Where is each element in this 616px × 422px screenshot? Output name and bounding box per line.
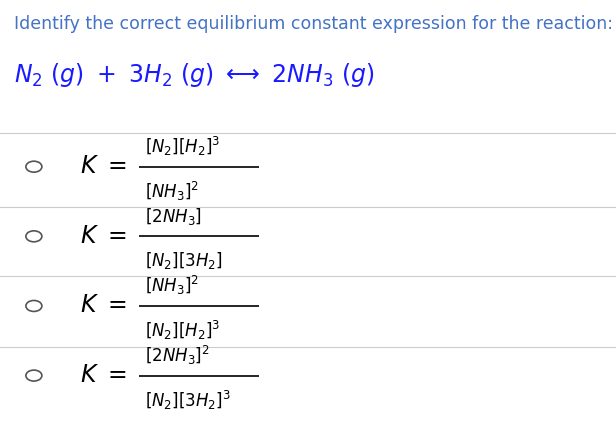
Text: $[N_2][3H_2]$: $[N_2][3H_2]$ [145,250,222,271]
Text: $[N_2][3H_2]^3$: $[N_2][3H_2]^3$ [145,389,230,411]
Text: $\mathit{K}\ =$: $\mathit{K}\ =$ [80,295,127,317]
Text: Identify the correct equilibrium constant expression for the reaction:: Identify the correct equilibrium constan… [14,15,612,33]
Text: $\mathit{K}\ =$: $\mathit{K}\ =$ [80,155,127,178]
Text: $[NH_3]^2$: $[NH_3]^2$ [145,274,199,297]
Text: $N_2\ (g)\ +\ 3H_2\ (g)\ \longleftrightarrow\ 2NH_3\ (g)$: $N_2\ (g)\ +\ 3H_2\ (g)\ \longleftrighta… [14,61,374,89]
Text: $[N_2][H_2]^3$: $[N_2][H_2]^3$ [145,319,220,342]
Text: $\mathit{K}\ =$: $\mathit{K}\ =$ [80,364,127,387]
Text: $[NH_3]^2$: $[NH_3]^2$ [145,180,199,203]
Text: $\mathit{K}\ =$: $\mathit{K}\ =$ [80,225,127,248]
Text: $[N_2][H_2]^3$: $[N_2][H_2]^3$ [145,135,220,158]
Text: $[2NH_3]^2$: $[2NH_3]^2$ [145,344,209,367]
Text: $[2NH_3]$: $[2NH_3]$ [145,206,202,227]
